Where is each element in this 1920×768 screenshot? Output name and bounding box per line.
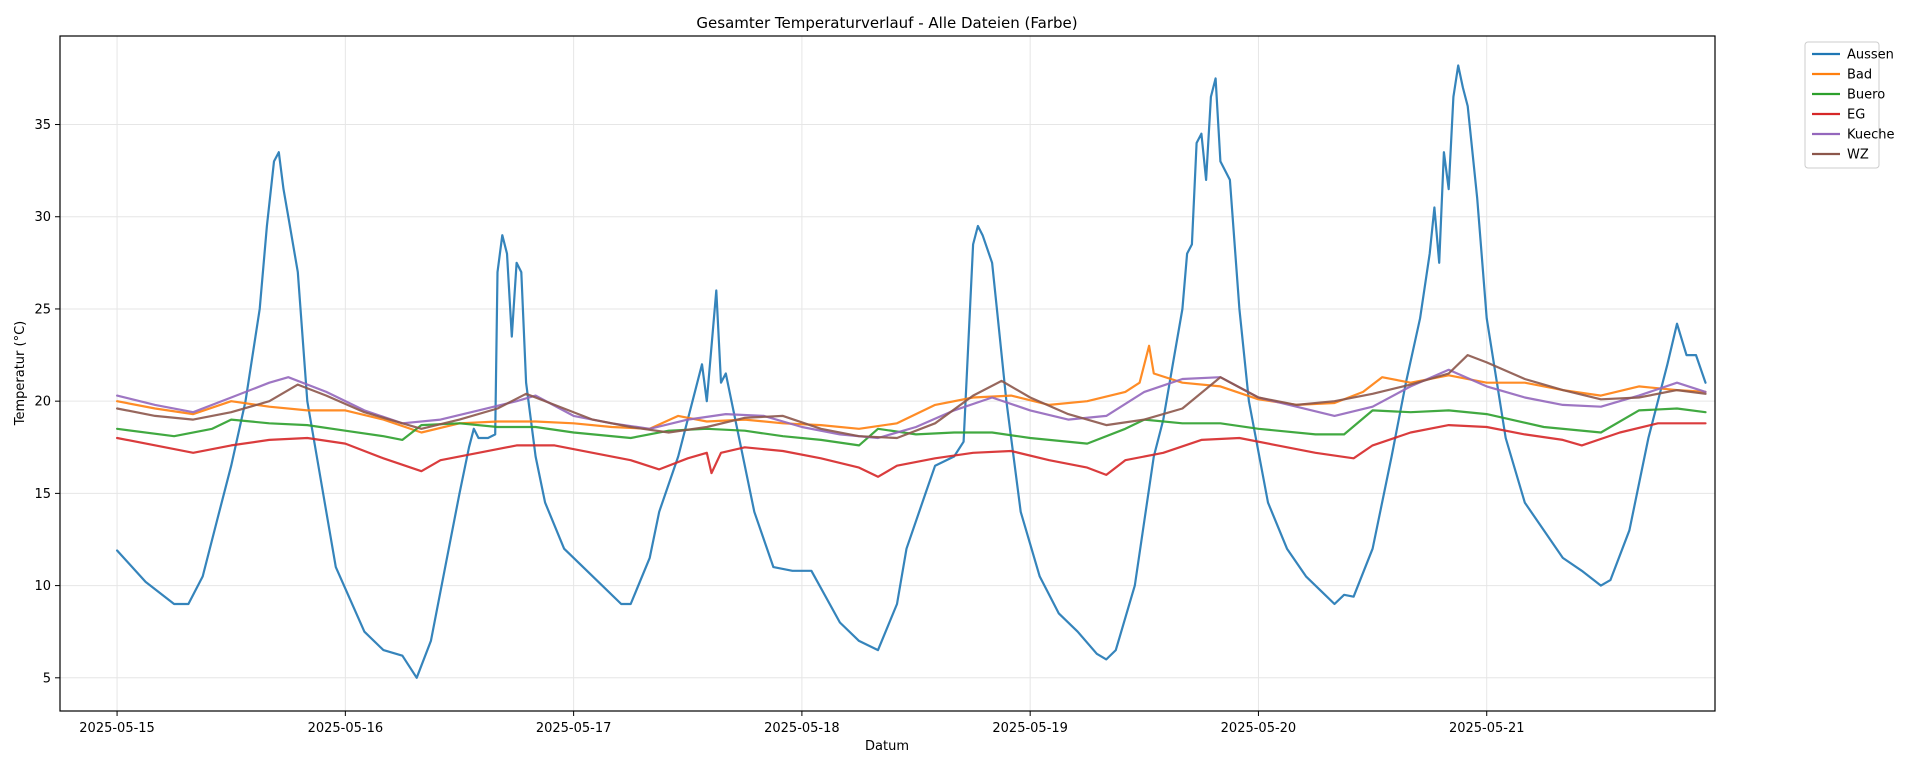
legend-label-buero: Buero <box>1847 88 1885 103</box>
legend-label-bad: Bad <box>1847 68 1872 83</box>
x-tick-label: 2025-05-19 <box>992 721 1068 736</box>
grid-layer <box>60 36 1715 711</box>
x-tick-label: 2025-05-20 <box>1221 721 1297 736</box>
y-tick-label: 25 <box>34 302 51 317</box>
series-line-buero <box>116 407 1707 447</box>
chart-title: Gesamter Temperaturverlauf - Alle Dateie… <box>696 14 1077 32</box>
legend-label-kueche: Kueche <box>1847 128 1895 143</box>
y-tick-label: 30 <box>34 210 51 225</box>
legend: Aussen Bad Buero EG Kueche WZ <box>1804 41 1895 169</box>
x-tick-label: 2025-05-16 <box>308 721 384 736</box>
y-tick-label: 15 <box>34 487 51 502</box>
y-tick-label: 10 <box>34 579 51 594</box>
x-tick-label: 2025-05-18 <box>764 721 840 736</box>
series-line-eg <box>116 422 1707 478</box>
y-axis-label: Temperatur (°C) <box>13 321 28 427</box>
tick-layer: 2025-05-15 2025-05-16 2025-05-17 2025-05-18… <box>34 118 1524 736</box>
y-tick-label: 20 <box>34 395 51 410</box>
x-axis-label: Datum <box>865 739 909 754</box>
series-line-kueche <box>116 368 1707 440</box>
series-line-aussen <box>116 64 1707 679</box>
legend-label-wz: WZ <box>1847 148 1869 163</box>
plot-frame <box>59 35 1716 712</box>
series-line-wz <box>116 354 1707 440</box>
series-layer <box>116 64 1707 679</box>
legend-label-aussen: Aussen <box>1847 48 1894 63</box>
legend-label-eg: EG <box>1847 108 1865 123</box>
y-tick-label: 35 <box>34 118 51 133</box>
x-tick-label: 2025-05-17 <box>536 721 612 736</box>
y-tick-label: 5 <box>43 671 51 686</box>
x-tick-label: 2025-05-21 <box>1449 721 1525 736</box>
x-tick-label: 2025-05-15 <box>79 721 155 736</box>
